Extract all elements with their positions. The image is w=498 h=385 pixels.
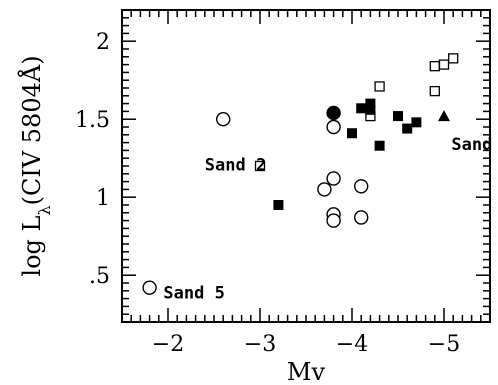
open-square-point	[374, 81, 385, 92]
open-square-point	[448, 53, 459, 64]
y-tick-label: 1	[96, 186, 110, 211]
open-circle-point	[215, 111, 231, 127]
filled-square-point	[411, 117, 422, 128]
open-circle-point	[142, 280, 157, 295]
filled-square-point	[356, 103, 367, 114]
open-square-point	[254, 160, 266, 172]
filled-square-point	[273, 200, 284, 210]
data-points	[142, 53, 459, 295]
plot-frame	[121, 9, 491, 323]
open-square-point	[429, 85, 440, 97]
filled-square-point	[365, 98, 376, 109]
y-tick-label: .5	[89, 264, 110, 289]
open-circle-point	[354, 210, 369, 225]
y-tick-label: 2	[96, 30, 110, 55]
open-circle-point	[326, 171, 341, 186]
annotation-label: Sand 5	[163, 283, 224, 303]
annotation-label: Sand 2	[205, 155, 266, 175]
filled-square-point	[374, 140, 385, 151]
x-tick-label: −2	[152, 332, 184, 357]
annotation-label: Sand 1	[451, 135, 498, 155]
filled-square-point	[402, 123, 413, 134]
open-circle-point	[326, 119, 341, 135]
x-tick-label: −3	[244, 332, 276, 357]
filled-triangle-point	[438, 110, 450, 122]
x-tick-labels: −2 −3 −4 −5	[152, 332, 460, 357]
y-axis-label: log Lλ(CIV 5804Å)	[17, 55, 54, 276]
x-tick-label: −5	[428, 332, 460, 357]
filled-circle-point	[326, 105, 341, 121]
y-tick-labels: .5 1 1.5 2	[75, 30, 110, 289]
filled-square-point	[365, 104, 376, 115]
open-square-point	[438, 59, 450, 70]
open-circle-point	[317, 182, 332, 197]
open-circle-point	[326, 213, 341, 228]
annotations: Sand 1 Sand 2 Sand 5	[163, 135, 498, 303]
y-tick-label: 1.5	[75, 108, 110, 133]
x-tick-label: −4	[336, 332, 368, 357]
open-square-point	[429, 61, 440, 72]
filled-square-point	[347, 128, 357, 139]
axis-ticks	[121, 9, 491, 323]
filled-square-point	[393, 111, 403, 122]
open-circle-point	[354, 179, 369, 194]
x-axis-label: Mv	[287, 358, 326, 385]
